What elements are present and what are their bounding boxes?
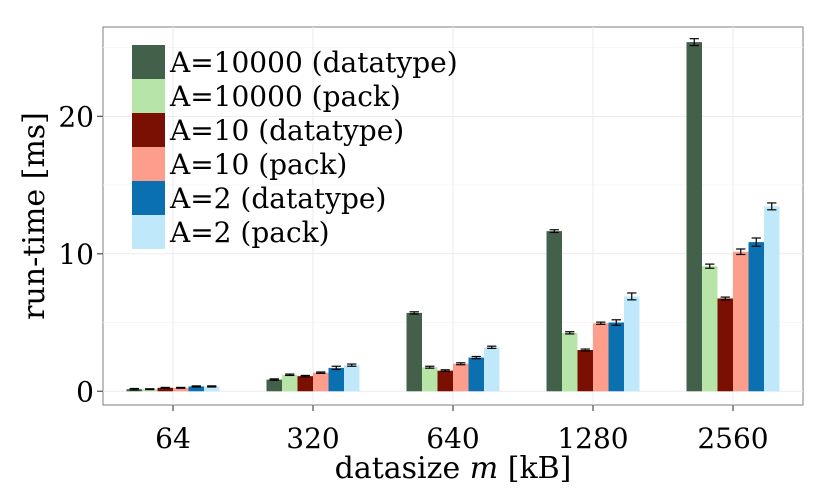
x-tick-label: 320 [286, 422, 339, 455]
bar [733, 251, 749, 392]
bar [453, 363, 469, 392]
bar [188, 386, 204, 392]
bar [764, 206, 780, 392]
legend-label: A=2 (pack) [169, 216, 330, 249]
bar [624, 296, 640, 392]
bar [157, 387, 173, 392]
bar [204, 386, 220, 392]
bar [313, 372, 329, 392]
bar [686, 42, 702, 392]
bar [468, 357, 484, 392]
bar [328, 367, 344, 392]
legend: A=10000 (datatype)A=10000 (pack)A=10 (da… [132, 45, 458, 249]
bar [422, 367, 438, 392]
x-tick-label: 640 [426, 422, 479, 455]
bar [266, 379, 282, 392]
bar [593, 323, 609, 392]
legend-swatch [132, 147, 165, 181]
bar [344, 365, 360, 392]
bars [126, 42, 780, 392]
y-tick-label: 20 [58, 100, 94, 133]
bar [142, 389, 158, 392]
x-tick-label: 64 [155, 422, 191, 455]
bar [577, 350, 593, 392]
legend-swatch [132, 45, 165, 79]
x-axis: 64 320 640 1280 2560 [155, 405, 769, 455]
x-tick-label: 1280 [557, 422, 628, 455]
y-tick-label: 0 [76, 375, 94, 408]
error-bars [129, 38, 777, 391]
bar [546, 231, 562, 392]
bar [297, 376, 313, 392]
bar [406, 312, 422, 392]
legend-swatch [132, 215, 165, 249]
grid-lines [103, 27, 803, 405]
legend-swatch [132, 79, 165, 113]
legend-label: A=10 (datatype) [169, 114, 404, 147]
bar [608, 322, 624, 392]
y-tick-label: 10 [58, 238, 94, 271]
legend-label: A=2 (datatype) [169, 182, 386, 215]
x-axis-title: datasize m [kB] [335, 451, 572, 486]
legend-swatch [132, 113, 165, 147]
legend-swatch [132, 181, 165, 215]
x-tick-label: 2560 [697, 422, 768, 455]
legend-label: A=10000 (datatype) [169, 46, 458, 79]
bar [702, 266, 718, 392]
y-axis-title: run-time [ms] [17, 112, 52, 320]
bar [484, 347, 500, 392]
legend-label: A=10 (pack) [169, 148, 347, 181]
y-axis: 0 10 20 [58, 100, 103, 408]
bar [282, 374, 298, 392]
bar [437, 370, 453, 392]
bar [562, 332, 578, 392]
bar [748, 242, 764, 392]
bar [173, 387, 189, 392]
legend-label: A=10000 (pack) [169, 80, 401, 113]
bar [717, 298, 733, 392]
